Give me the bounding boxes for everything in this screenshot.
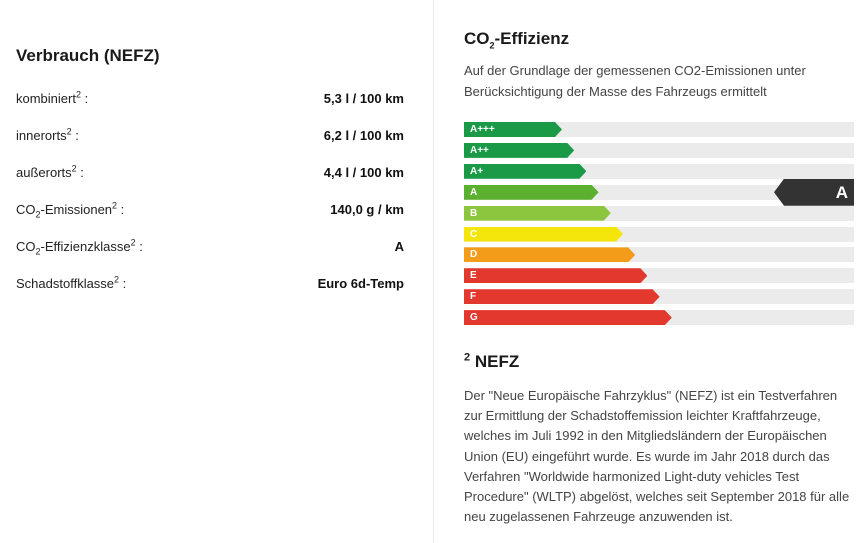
spec-row-kombiniert: kombiniert2 : 5,3 l / 100 km — [16, 89, 404, 109]
consumption-panel: Verbrauch (NEFZ) kombiniert2 : 5,3 l / 1… — [16, 0, 434, 543]
efficiency-class-bar: D — [464, 247, 635, 262]
footnote-text: Der "Neue Europäische Fahrzyklus" (NEFZ)… — [464, 388, 850, 525]
spec-row-co2-emissionen: CO2-Emissionen2 : 140,0 g / km — [16, 200, 404, 220]
spec-value: 140,0 g / km — [330, 202, 404, 217]
spec-label: Schadstoffklasse2 : — [16, 274, 127, 291]
efficiency-description: Auf der Grundlage der gemessenen CO2-Emi… — [464, 63, 806, 99]
efficiency-class-bar: A — [464, 185, 599, 200]
efficiency-class-bar: G — [464, 310, 672, 325]
current-class-marker: A — [774, 178, 854, 206]
spec-row-innerorts: innerorts2 : 6,2 l / 100 km — [16, 126, 404, 146]
efficiency-class-bar: F — [464, 289, 660, 304]
spec-row-co2-effizienzklasse: CO2-Effizienzklasse2 : A — [16, 237, 404, 257]
spec-label: außerorts2 : — [16, 163, 84, 180]
efficiency-class-bar: A++ — [464, 143, 574, 158]
spec-label: CO2-Emissionen2 : — [16, 200, 125, 220]
spec-label: kombiniert2 : — [16, 89, 89, 106]
consumption-title: Verbrauch (NEFZ) — [16, 46, 160, 65]
footnote-title: 2 NEFZ — [464, 351, 520, 371]
spec-label: innerorts2 : — [16, 126, 79, 143]
efficiency-panel: CO2-Effizienz Auf der Grundlage der geme… — [434, 0, 864, 543]
efficiency-class-bar: A+++ — [464, 122, 562, 137]
spec-value: 4,4 l / 100 km — [323, 165, 404, 180]
spec-row-ausserorts: außerorts2 : 4,4 l / 100 km — [16, 163, 404, 183]
efficiency-title: CO2-Effizienz — [464, 29, 570, 51]
spec-value: 6,2 l / 100 km — [323, 128, 404, 143]
spec-value: A — [394, 239, 404, 254]
spec-value: 5,3 l / 100 km — [323, 91, 404, 106]
efficiency-class-bar: C — [464, 227, 623, 242]
efficiency-class-bar: E — [464, 268, 647, 283]
spec-label: CO2-Effizienzklasse2 : — [16, 237, 143, 257]
scale-track — [464, 122, 854, 137]
efficiency-scale: A+++ A++ A+ A A B C D E F G — [464, 122, 854, 332]
efficiency-class-bar: B — [464, 206, 611, 221]
spec-value: Euro 6d-Temp — [317, 276, 404, 291]
efficiency-class-bar: A+ — [464, 164, 586, 179]
spec-row-schadstoffklasse: Schadstoffklasse2 : Euro 6d-Temp — [16, 274, 404, 294]
